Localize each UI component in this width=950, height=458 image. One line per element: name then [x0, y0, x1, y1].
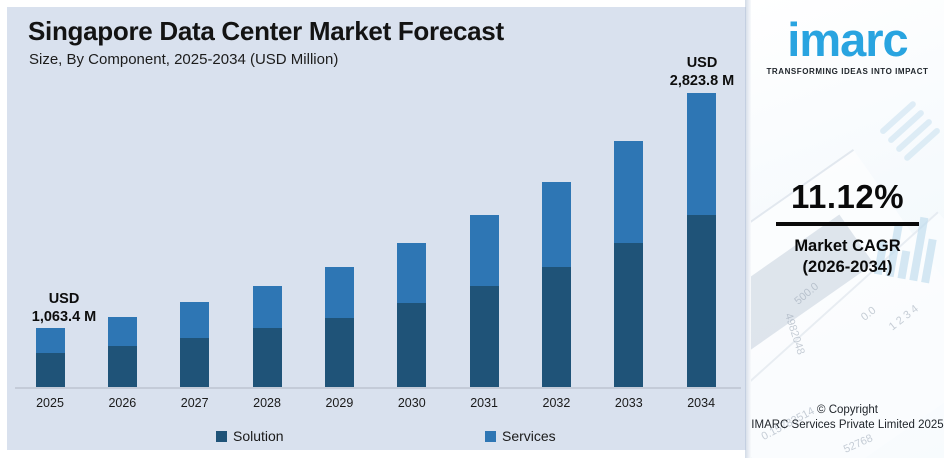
services-segment-2029 [324, 266, 354, 318]
imarc-logo-tagline: TRANSFORMING IDEAS INTO IMPACT [766, 67, 929, 76]
services-segment-2034 [686, 92, 716, 215]
chart-panel: Singapore Data Center Market Forecast Si… [7, 7, 746, 450]
services-segment-2030 [397, 242, 427, 303]
services-segment-2025 [35, 328, 65, 353]
x-axis-label-2032: 2032 [542, 396, 571, 410]
stacked-bar-2030 [397, 242, 427, 387]
x-axis-label-2029: 2029 [325, 396, 354, 410]
x-axis-label-2026: 2026 [108, 396, 137, 410]
stacked-bar-2034 [686, 92, 716, 387]
imarc-logo-text: imarc [787, 13, 908, 66]
cagr-callout: 11.12% Market CAGR (2026-2034) [751, 178, 944, 278]
solution-segment-2033 [614, 243, 644, 387]
services-segment-2028 [252, 286, 282, 328]
page-title: Singapore Data Center Market Forecast [28, 16, 504, 46]
cagr-value: 11.12% [790, 178, 905, 215]
services-segment-2033 [614, 141, 644, 243]
services-segment-2031 [469, 215, 499, 286]
solution-swatch-icon [216, 430, 227, 442]
value-label-2034-line2: 2,823.8 M [669, 73, 735, 89]
stacked-bar-2031 [469, 215, 499, 387]
solution-segment-2026 [107, 346, 137, 387]
watermark-number: 0.0 [858, 304, 879, 324]
solution-segment-2027 [180, 337, 210, 387]
x-axis-label-2031: 2031 [470, 396, 498, 410]
solution-segment-2028 [252, 328, 282, 387]
solution-segment-2029 [324, 317, 354, 387]
stacked-bar-2032 [541, 182, 571, 387]
services-segment-2026 [107, 317, 137, 346]
watermark-number: 52768 [841, 432, 875, 456]
x-axis-label-2028: 2028 [253, 396, 281, 410]
stacked-bar-chart: 2025 2026 2027 2028 2029 2030 2031 2032 2033 2034… [7, 7, 746, 450]
stacked-bar-2025 [35, 328, 65, 387]
services-segment-2027 [180, 302, 210, 338]
cagr-underline [776, 222, 919, 226]
stacked-bar-2029 [324, 266, 354, 387]
watermark-number: 500.0 [792, 280, 822, 308]
chart-subtitle: Size, By Component, 2025-2034 (USD Milli… [29, 51, 339, 68]
solution-segment-2031 [469, 286, 499, 387]
legend: Solution Services [7, 428, 746, 448]
solution-segment-2025 [35, 352, 65, 387]
cagr-label-line1: Market CAGR [794, 237, 901, 255]
solution-segment-2032 [541, 267, 571, 387]
cagr-label-line2: (2026-2034) [802, 258, 893, 276]
brand-panel: 500.0 0.0 1 2 3 4 4982048 0.15783514 527… [751, 0, 944, 458]
x-axis-label-2025: 2025 [36, 396, 64, 410]
value-label-2025: USD 1,063.4 M [19, 290, 109, 326]
stacked-bar-2026 [107, 317, 137, 387]
solution-segment-2034 [686, 214, 716, 387]
legend-label-solution: Solution [233, 428, 284, 444]
x-axis-label-2033: 2033 [614, 396, 643, 410]
x-axis-label-2034: 2034 [687, 396, 716, 410]
stacked-bar-2027 [180, 302, 210, 387]
watermark-diagonal-strokes [878, 100, 942, 162]
legend-item-solution: Solution [216, 428, 284, 444]
legend-label-services: Services [502, 428, 556, 444]
copyright-line1: © Copyright [817, 404, 878, 416]
value-label-2034: USD 2,823.8 M [657, 54, 747, 90]
copyright-line2: IMARC Services Private Limited 2025 [751, 419, 944, 431]
services-swatch-icon [485, 430, 496, 442]
x-axis-label-2030: 2030 [397, 396, 426, 410]
watermark-number: 1 2 3 4 [886, 302, 921, 334]
stacked-bar-2033 [614, 141, 644, 387]
legend-item-services: Services [485, 428, 556, 444]
value-label-2034-line1: USD [686, 55, 718, 71]
watermark-number: 4982048 [782, 311, 807, 357]
x-axis-line [15, 387, 741, 389]
imarc-logo: imarc TRANSFORMING IDEAS INTO IMPACT [751, 13, 944, 77]
stacked-bar-2028 [252, 286, 282, 387]
value-label-2025-line2: 1,063.4 M [31, 309, 97, 325]
services-segment-2032 [541, 182, 571, 267]
panel-divider [745, 0, 751, 458]
value-label-2025-line1: USD [48, 291, 80, 307]
solution-segment-2030 [397, 302, 427, 387]
x-axis-label-2027: 2027 [180, 396, 209, 410]
copyright-notice: © Copyright IMARC Services Private Limit… [751, 403, 944, 433]
